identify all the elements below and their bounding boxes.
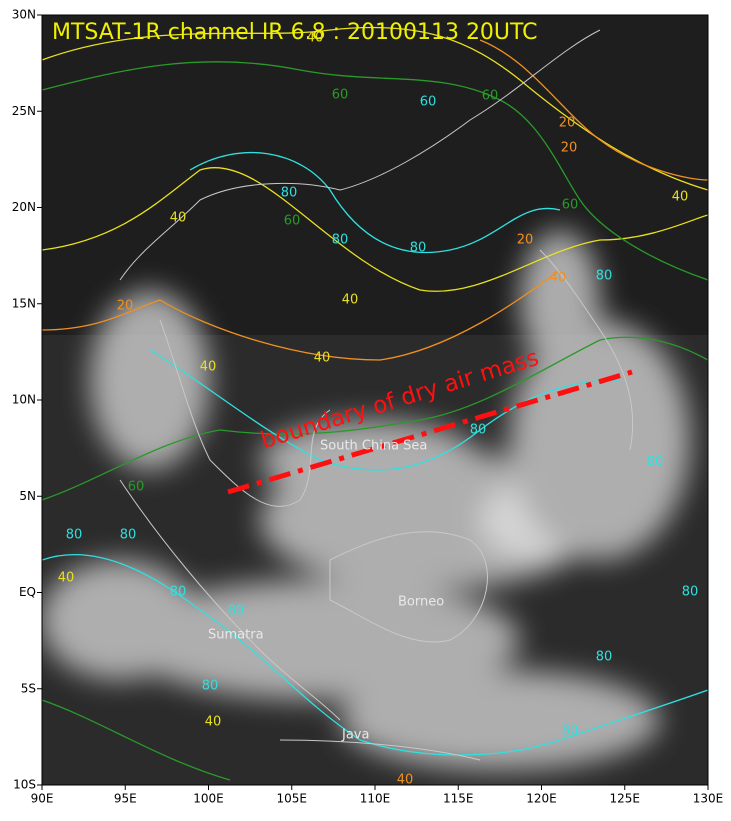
contour-label: 60 (482, 89, 499, 104)
contour-label: 40 (342, 293, 359, 308)
contour-label: 40 (397, 773, 414, 788)
contour-label: 80 (596, 269, 613, 284)
contour-label: 80 (682, 585, 699, 600)
place-label: Sumatra (208, 628, 264, 643)
place-label: Java (341, 728, 369, 743)
x-tick-label: 115E (443, 792, 474, 806)
contour-label: 40 (672, 190, 689, 205)
x-tick-label: 100E (193, 792, 224, 806)
coastlines (119, 29, 634, 761)
contour-label: 40 (314, 351, 331, 366)
y-tick-label: EQ (19, 585, 36, 599)
contour-label: 20 (561, 141, 578, 156)
contour-label: 80 (120, 528, 137, 543)
contour-label: 80 (562, 724, 579, 739)
contour-label: 80 (66, 528, 83, 543)
y-tick-label: 5N (19, 489, 36, 503)
contour-label: 20 (117, 299, 134, 314)
x-tick-label: 130E (693, 792, 724, 806)
contour-label: 80 (647, 455, 664, 470)
contour-label: 80 (470, 423, 487, 438)
y-tick-label: 15N (12, 296, 36, 310)
contour-label: 80 (228, 604, 245, 619)
contours (42, 26, 708, 781)
x-tick-label: 120E (526, 792, 557, 806)
place-label: Borneo (398, 595, 444, 610)
contour-label: 60 (128, 480, 145, 495)
y-tick-label: 30N (12, 8, 36, 22)
contour-label: 60 (332, 88, 349, 103)
axes: 90E 95E 100E 105E 110E 115E 120E 125E 130E 10S 5S E… (12, 8, 724, 806)
y-tick-label: 10S (13, 778, 36, 792)
boundary-line (227, 369, 633, 495)
y-tick-label: 20N (12, 200, 36, 214)
contour-label: 40 (307, 31, 324, 46)
place-label: South China Sea (320, 439, 427, 454)
contour-label: 60 (420, 95, 437, 110)
contour-label: 80 (332, 233, 349, 248)
contour-label: 40 (550, 271, 567, 286)
contour-label: 40 (58, 571, 75, 586)
title: MTSAT-1R channel IR 6.8 : 20100113 20UTC (52, 20, 538, 45)
contour-label: 80 (202, 679, 219, 694)
contour-label: 80 (281, 186, 298, 201)
contour-label: 80 (410, 241, 427, 256)
contour-label: 40 (205, 715, 222, 730)
contour-label: 60 (562, 198, 579, 213)
contour-labels: 40 60 60 60 20 20 40 60 80 80 80 60 40 20 40 20 80 40 40 40… (58, 31, 699, 788)
y-tick-label: 5S (21, 681, 36, 695)
contour-label: 40 (170, 211, 187, 226)
x-tick-label: 90E (31, 792, 54, 806)
y-tick-label: 10N (12, 393, 36, 407)
y-tick-label: 25N (12, 104, 36, 118)
x-tick-label: 105E (277, 792, 308, 806)
x-tick-label: 110E (360, 792, 391, 806)
contour-label: 20 (559, 116, 576, 131)
x-tick-label: 95E (114, 792, 137, 806)
contour-label: 40 (200, 360, 217, 375)
contour-label: 80 (596, 650, 613, 665)
satellite-image (42, 15, 708, 785)
contour-label: 80 (170, 585, 187, 600)
x-tick-label: 125E (610, 792, 641, 806)
contour-label: 20 (517, 233, 534, 248)
contour-label: 60 (284, 214, 301, 229)
